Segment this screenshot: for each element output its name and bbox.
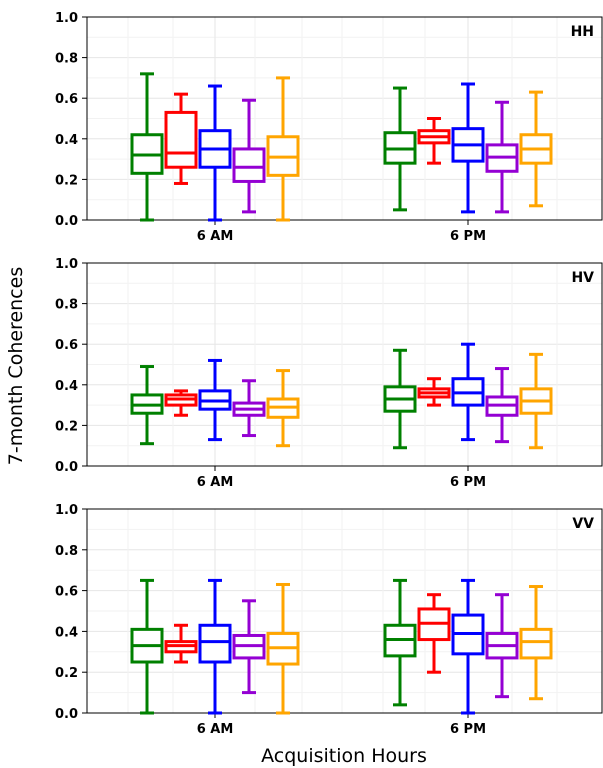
panel-hv-ytick-label: 0.8: [55, 298, 78, 313]
panel-hh-ytick-label: 0.6: [55, 92, 78, 107]
panel-vv-frame: [86, 508, 603, 714]
panel-hv-xtick-label: 6 PM: [450, 475, 486, 490]
y-axis-label: 7-month Coherences: [5, 267, 27, 465]
panel-hh-box-am-4: [232, 147, 266, 183]
panel-vv-box-am-3: [198, 623, 232, 664]
panel-hv-frame: [86, 262, 603, 467]
panel-hv-ytick-label: 0.0: [55, 460, 78, 475]
panel-vv-xtick-label: 6 PM: [450, 722, 486, 737]
panel-vv-box-pm-5: [519, 627, 553, 660]
panel-vv-ytick-label: 0.0: [55, 707, 78, 722]
panel-vv-title: VV: [572, 516, 594, 532]
panel-hv-ytick-label: 1.0: [55, 257, 78, 272]
panel-hh-frame: [86, 16, 603, 221]
panel-vv-ytick-label: 0.6: [55, 585, 78, 600]
panel-hh-ytick-label: 1.0: [55, 11, 78, 26]
panel-hh-ytick-label: 0.4: [55, 133, 78, 148]
panel-hv-title: HV: [571, 270, 594, 286]
panel-hh-xtick-label: 6 PM: [450, 229, 486, 244]
panel-hh-xtick-label: 6 AM: [197, 229, 234, 244]
panel-vv-ytick-label: 0.2: [55, 666, 78, 681]
panel-hh-title: HH: [571, 24, 594, 40]
panel-hv-xtick-label: 6 AM: [197, 475, 234, 490]
panel-hh-box-am-2: [164, 110, 198, 169]
panel-vv-ytick-label: 0.8: [55, 544, 78, 559]
panel-hh-ytick-label: 0.0: [55, 214, 78, 229]
panel-hv-ytick-label: 0.4: [55, 379, 78, 394]
x-axis-label: Acquisition Hours: [261, 745, 427, 767]
panel-hv-ytick-label: 0.6: [55, 338, 78, 353]
panel-hv-ytick-label: 0.2: [55, 419, 78, 434]
panel-hh-ytick-label: 0.2: [55, 173, 78, 188]
panel-vv-ytick-label: 0.4: [55, 625, 78, 640]
panel-vv-xtick-label: 6 AM: [197, 722, 234, 737]
panel-vv-ytick-label: 1.0: [55, 503, 78, 518]
panel-hh-ytick-label: 0.8: [55, 52, 78, 67]
